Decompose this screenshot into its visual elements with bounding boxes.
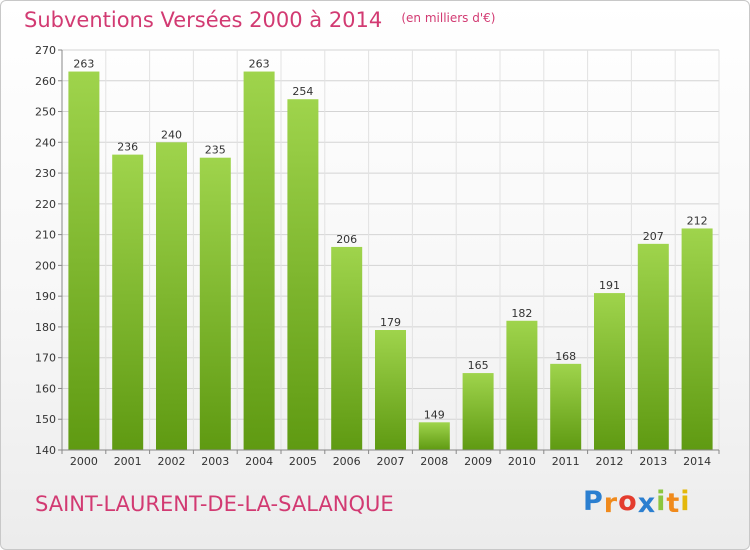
data-label-2014: 212 xyxy=(687,214,708,227)
y-tick-label: 140 xyxy=(35,444,56,457)
data-label-2008: 149 xyxy=(424,408,445,421)
y-tick-label: 210 xyxy=(35,229,56,242)
x-tick-label: 2012 xyxy=(596,455,624,468)
labels-layer: 263 236 240 235 263 254 206 179 149 165 182 168 191 2… xyxy=(73,58,707,422)
x-tick-label: 2014 xyxy=(683,455,711,468)
bar-2009 xyxy=(462,373,494,450)
data-label-2012: 191 xyxy=(599,279,620,292)
data-label-2007: 179 xyxy=(380,316,401,329)
bar-2013 xyxy=(637,243,669,450)
y-tick-label: 250 xyxy=(35,106,56,119)
y-tick-label: 240 xyxy=(35,136,56,149)
data-label-2006: 206 xyxy=(336,233,357,246)
bar-2005 xyxy=(287,99,319,450)
chart-subtitle: (en milliers d'€) xyxy=(401,11,496,25)
proxiti-logo: Proxiti xyxy=(583,486,691,519)
data-label-2010: 182 xyxy=(511,307,532,320)
data-label-2004: 263 xyxy=(249,58,270,71)
bars-layer xyxy=(68,71,713,451)
x-tick-label: 2003 xyxy=(201,455,229,468)
bar-2007 xyxy=(375,330,406,450)
data-label-2013: 207 xyxy=(643,230,664,243)
axis-layer: 140 150 160 170 180 190 200 210 220 230 240 250 260 2… xyxy=(35,44,720,468)
bar-2014 xyxy=(681,228,713,450)
bar-2006 xyxy=(331,246,363,450)
x-tick-label: 2008 xyxy=(420,455,448,468)
x-tick-label: 2010 xyxy=(508,455,536,468)
data-label-2009: 165 xyxy=(468,359,489,372)
y-tick-label: 150 xyxy=(35,413,56,426)
data-label-2003: 235 xyxy=(205,144,226,157)
y-tick-label: 190 xyxy=(35,290,56,303)
bar-2003 xyxy=(199,157,231,450)
x-tick-label: 2013 xyxy=(639,455,667,468)
bar-2010 xyxy=(506,320,538,450)
commune-name: SAINT-LAURENT-DE-LA-SALANQUE xyxy=(35,492,394,516)
x-tick-label: 2005 xyxy=(289,455,317,468)
y-tick-label: 270 xyxy=(35,44,56,57)
logo-letter: P xyxy=(583,486,604,517)
data-label-2005: 254 xyxy=(292,85,313,98)
y-tick-label: 180 xyxy=(35,321,56,334)
bar-2008 xyxy=(418,422,450,450)
bar-2012 xyxy=(594,293,625,450)
bar-2001 xyxy=(112,154,144,450)
y-tick-label: 160 xyxy=(35,382,56,395)
x-tick-label: 2009 xyxy=(464,455,492,468)
logo-letter: i xyxy=(656,486,667,517)
data-label-2011: 168 xyxy=(555,350,576,363)
x-tick-label: 2002 xyxy=(158,455,186,468)
logo-letter: i xyxy=(680,486,691,517)
x-tick-label: 2000 xyxy=(70,455,98,468)
data-label-2002: 240 xyxy=(161,128,182,141)
bar-2011 xyxy=(550,363,582,450)
x-tick-label: 2001 xyxy=(114,455,142,468)
data-label-2000: 263 xyxy=(73,58,94,71)
data-label-2001: 236 xyxy=(117,141,138,154)
chart-title-block: Subventions Versées 2000 à 2014 (en mill… xyxy=(24,8,495,32)
logo-letter: x xyxy=(637,488,657,519)
logo-letter: t xyxy=(666,488,681,519)
y-tick-label: 230 xyxy=(35,167,56,180)
chart-title: Subventions Versées 2000 à 2014 xyxy=(24,8,383,32)
x-tick-label: 2007 xyxy=(377,455,405,468)
y-tick-label: 260 xyxy=(35,75,56,88)
x-tick-label: 2011 xyxy=(552,455,580,468)
bar-2004 xyxy=(243,71,275,451)
x-tick-label: 2004 xyxy=(245,455,273,468)
bar-2000 xyxy=(68,71,100,451)
y-tick-label: 170 xyxy=(35,352,56,365)
y-tick-label: 220 xyxy=(35,198,56,211)
logo-letter: r xyxy=(603,488,619,519)
bar-2002 xyxy=(156,142,187,451)
logo-letter: o xyxy=(618,486,638,517)
y-tick-label: 200 xyxy=(35,259,56,272)
x-tick-label: 2006 xyxy=(333,455,361,468)
